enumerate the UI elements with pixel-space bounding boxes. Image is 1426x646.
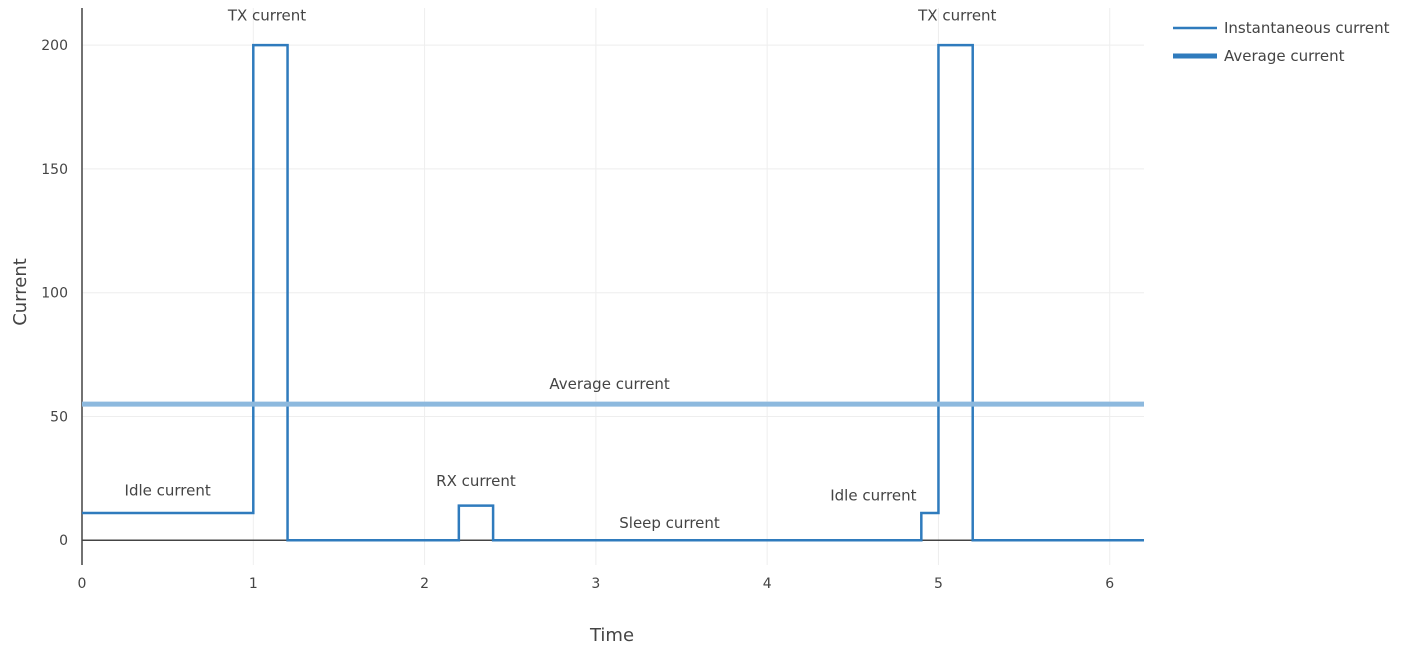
series-line-instantaneous — [82, 43, 1144, 542]
legend: Instantaneous current Average current — [1173, 19, 1390, 65]
y-tick-label: 0 — [59, 533, 68, 549]
axes — [81, 8, 1144, 565]
annotation-label: RX current — [436, 472, 516, 490]
annotations: TX current TX current Average current Idle … — [125, 6, 997, 531]
x-axis-title: Time — [589, 625, 634, 646]
annotation-label: Idle current — [830, 487, 916, 505]
series-layer — [82, 43, 1144, 542]
x-tick-label: 5 — [934, 576, 943, 592]
annotation-label: TX current — [917, 6, 996, 24]
annotation-label: Idle current — [125, 482, 211, 500]
y-tick-label: 100 — [41, 286, 68, 302]
legend-label: Average current — [1224, 47, 1345, 65]
x-tick-label: 6 — [1105, 576, 1114, 592]
annotation-label: TX current — [227, 6, 306, 24]
legend-label: Instantaneous current — [1224, 19, 1390, 37]
y-tick-label: 50 — [50, 409, 68, 425]
x-tick-label: 4 — [763, 576, 772, 592]
y-tick-label: 150 — [41, 162, 68, 178]
x-tick-label: 0 — [78, 576, 87, 592]
x-tick-label: 3 — [591, 576, 600, 592]
tick-labels: 0 1 2 3 4 5 6 0 50 100 150 200 — [41, 38, 1114, 592]
annotation-label: Average current — [549, 375, 670, 393]
y-axis-title: Current — [10, 258, 31, 326]
y-tick-label: 200 — [41, 38, 68, 54]
gridlines — [82, 8, 1144, 565]
x-tick-label: 1 — [249, 576, 258, 592]
x-tick-label: 2 — [420, 576, 429, 592]
annotation-label: Sleep current — [619, 514, 720, 532]
